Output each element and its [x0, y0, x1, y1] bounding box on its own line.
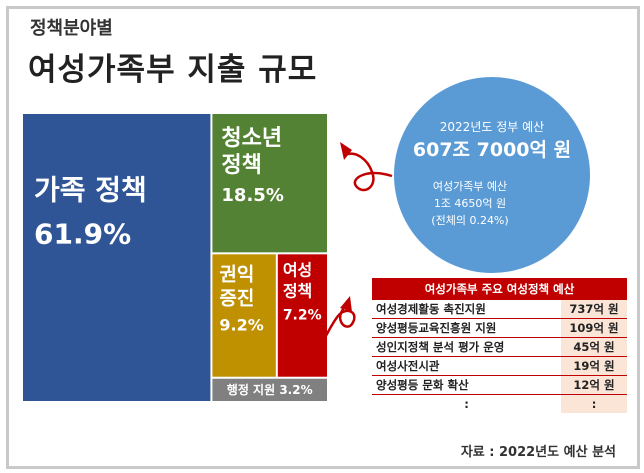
treemap-label: 권익 — [219, 263, 254, 285]
policy-name: 양성평등교육진흥원 지원 — [372, 318, 561, 338]
mogef-budget-share: (전체의 0.24%) — [431, 214, 508, 227]
gov-budget-amount: 607조 7000억 원 — [413, 139, 571, 161]
policy-amount: 45억 원 — [561, 337, 627, 357]
treemap-label: 정책 — [283, 281, 312, 300]
policy-amount: 19억 원 — [561, 356, 627, 376]
treemap-label: 정책 — [221, 153, 261, 178]
arrow-to-table-icon — [314, 307, 356, 353]
policy-name: 여성사전시관 — [372, 356, 561, 376]
treemap-tile — [212, 378, 327, 401]
treemap-value-label: 9.2% — [219, 315, 263, 334]
policy-name: 여성경제활동 촉진지원 — [372, 300, 561, 319]
treemap-label: 가족 정책 — [34, 174, 147, 207]
policy-name: : — [464, 397, 469, 411]
treemap-tile — [212, 114, 327, 253]
mogef-budget-amount: 1조 4650억 원 — [434, 197, 506, 210]
arrowhead-icon — [340, 296, 352, 312]
treemap-tile — [212, 254, 276, 377]
policy-amount: 12억 원 — [561, 375, 627, 395]
treemap-label: 여성 — [283, 260, 312, 279]
chart-title: 여성가족부 지출 규모 — [28, 52, 318, 88]
chart-subtitle: 정책분야별 — [30, 18, 113, 39]
arrow-to-circle-icon — [344, 152, 393, 192]
table-row: 양성평등 문화 확산 12억 원 — [372, 375, 627, 395]
treemap-tile — [23, 114, 211, 401]
policy-amount: 737억 원 — [561, 300, 627, 319]
table-row: :: — [372, 394, 627, 413]
treemap-label: 증진 — [219, 287, 254, 309]
treemap-value-label: 18.5% — [221, 185, 283, 206]
policy-amount: 109억 원 — [561, 318, 627, 338]
policy-name: 양성평등 문화 확산 — [372, 375, 561, 395]
policy-budget-table: 여성가족부 주요 여성정책 예산 여성경제활동 촉진지원 737억 원 양성평등교… — [372, 278, 627, 413]
treemap-label: 행정 지원 3.2% — [227, 382, 313, 397]
source-note: 자료 : 2022년도 예산 분석 — [460, 445, 616, 460]
table-row: 여성경제활동 촉진지원 737억 원 — [372, 300, 627, 319]
table-row: 성인지정책 분석 평가 운영 45억 원 — [372, 337, 627, 357]
treemap-value-label: 7.2% — [283, 307, 322, 323]
policy-table-header: 여성가족부 주요 여성정책 예산 — [372, 278, 627, 300]
policy-amount: : — [561, 394, 627, 413]
table-row: 여성사전시관 19억 원 — [372, 356, 627, 376]
policy-name: 성인지정책 분석 평가 운영 — [372, 337, 561, 357]
treemap-label: 청소년 — [221, 126, 282, 151]
gov-budget-label: 2022년도 정부 예산 — [440, 120, 544, 134]
arrowhead-icon — [340, 142, 352, 160]
treemap-value-label: 61.9% — [34, 218, 131, 251]
mogef-budget-label: 여성가족부 예산 — [433, 180, 507, 193]
treemap-tile — [277, 254, 327, 377]
table-row: 양성평등교육진흥원 지원 109억 원 — [372, 318, 627, 338]
budget-circle — [394, 77, 590, 273]
